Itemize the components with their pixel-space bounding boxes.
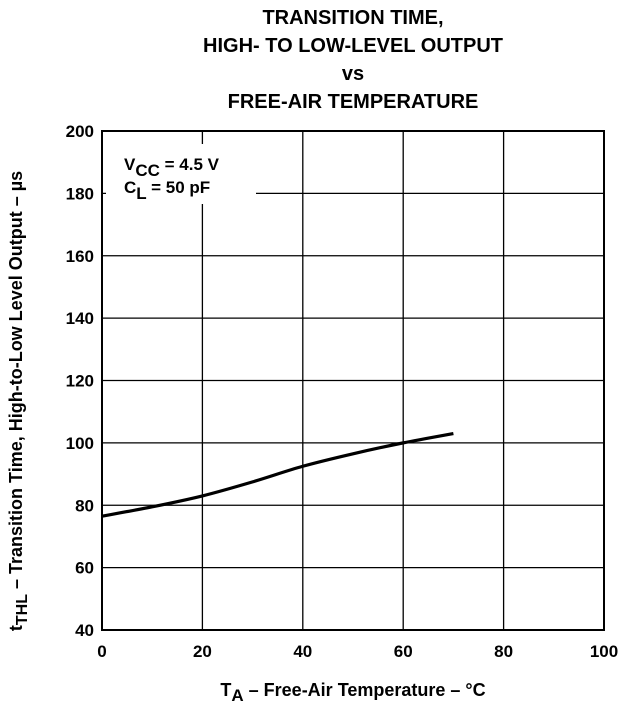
y-axis-label: tTHL – Transition Time, High-to-Low Leve…	[6, 171, 31, 631]
annotation-vcc-symbol: V	[124, 155, 136, 174]
annotation-box	[106, 144, 256, 204]
y-axis-sub: THL	[14, 594, 31, 625]
y-tick-label-200: 200	[66, 122, 94, 141]
chart-title-line-3: vs	[341, 63, 365, 85]
annotation-vcc: VCC = 4.5 V	[124, 155, 220, 180]
plot-frame	[101, 130, 605, 631]
x-axis-text: – Free-Air Temperature – °C	[244, 680, 486, 700]
chart-title-line-1: TRANSITION TIME,	[262, 7, 444, 29]
tick-labels: 0 20 40 60 80 100 40 60 80 100 120 140 160 180 200	[66, 122, 619, 661]
y-tick-label-40: 40	[75, 621, 94, 640]
x-tick-label-20: 20	[193, 642, 212, 661]
y-tick-label-180: 180	[66, 184, 94, 203]
x-axis-symbol: T	[220, 680, 231, 700]
y-tick-label-100: 100	[66, 434, 94, 453]
x-tick-label-60: 60	[394, 642, 413, 661]
annotation-cl-sub: L	[136, 184, 146, 203]
y-tick-label-60: 60	[75, 559, 94, 578]
x-tick-label-80: 80	[494, 642, 513, 661]
annotation-cl: CL = 50 pF	[124, 178, 210, 203]
annotation-vcc-value: = 4.5 V	[160, 155, 220, 174]
y-tick-label-80: 80	[75, 496, 94, 515]
series-group	[101, 431, 454, 518]
y-tick-label-120: 120	[66, 372, 94, 391]
y-tick-label-140: 140	[66, 309, 94, 328]
y-axis-text: – Transition Time, High-to-Low Level Out…	[6, 171, 26, 594]
x-tick-label-100: 100	[590, 642, 618, 661]
y-tick-label-160: 160	[66, 247, 94, 266]
annotation-vcc-sub: CC	[135, 161, 160, 180]
series-line-0	[101, 431, 454, 518]
chart-title-line-4: FREE-AIR TEMPERATURE	[227, 91, 479, 113]
x-tick-label-0: 0	[97, 642, 106, 661]
x-tick-label-40: 40	[293, 642, 312, 661]
x-axis-label: TA – Free-Air Temperature – °C	[220, 680, 485, 704]
annotation-cl-value: = 50 pF	[146, 178, 210, 197]
grid-lines	[102, 131, 604, 630]
y-axis-symbol: t	[6, 625, 26, 631]
annotation-cl-symbol: C	[124, 178, 136, 197]
chart-title-line-2: HIGH- TO LOW-LEVEL OUTPUT	[203, 35, 503, 57]
x-axis-sub: A	[231, 686, 243, 704]
